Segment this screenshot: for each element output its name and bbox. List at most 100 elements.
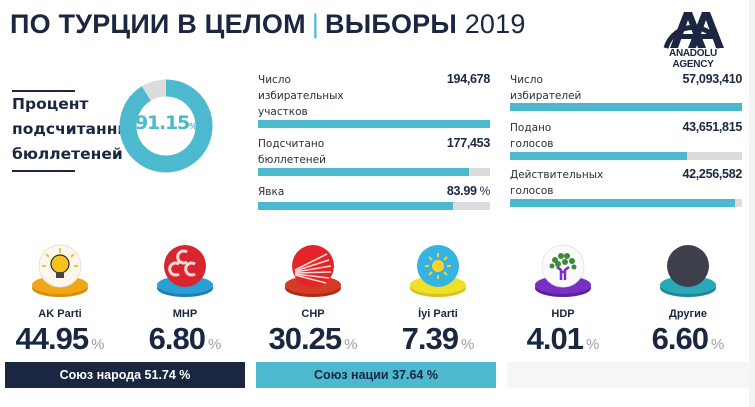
progress-bar-fill	[258, 168, 470, 176]
progress-bar-fill	[510, 103, 742, 111]
party-name: AK Parti	[38, 308, 82, 320]
stat-value-text: 43,651,815	[682, 120, 742, 134]
stat-value: 83.99%	[447, 184, 490, 198]
aa-logo-icon	[663, 12, 724, 49]
page-title: ПО ТУРЦИИ В ЦЕЛОМ | ВЫБОРЫ 2019	[10, 9, 526, 40]
stat-label-line: избирателей	[510, 90, 582, 102]
tree-icon	[535, 244, 591, 297]
label-bottom-rule	[12, 170, 75, 172]
dark-circle-icon	[660, 245, 716, 297]
stat-label: Явка	[258, 184, 284, 200]
stat-value: 194,678	[447, 72, 490, 86]
counted-donut-chart	[119, 79, 213, 173]
party-chp: CHP 30.25%	[253, 240, 373, 357]
stat-label-line: Число	[510, 74, 543, 86]
stat-label-line: голосов	[510, 138, 554, 150]
stat-label-line: Явка	[258, 186, 285, 198]
progress-bar-fill	[510, 152, 688, 160]
percent-value: 7.39	[401, 321, 459, 356]
title-separator: |	[311, 9, 320, 39]
stat-label-line: участков	[258, 106, 308, 118]
stat-label-line: бюллетеней	[258, 154, 326, 166]
title-sub: ВЫБОРЫ	[325, 9, 458, 39]
stat-label-line: Подсчитано	[258, 138, 325, 150]
stat-value-text: 177,453	[446, 136, 490, 150]
progress-bar	[258, 120, 490, 128]
stat-turnout: Явка 83.99%	[258, 184, 490, 212]
percent-unit: %	[711, 336, 725, 353]
counted-label: Процент подсчитанны бюллетеней	[12, 92, 131, 167]
party-name: CHP	[301, 308, 325, 320]
stat-value: 177,453	[447, 136, 490, 150]
stat-label: Действительных голосов	[510, 167, 603, 199]
party-percent: 6.60%	[628, 321, 748, 357]
counted-unit: %	[189, 122, 198, 131]
stat-ballots-counted: Подсчитано бюллетеней 177,453	[258, 136, 490, 180]
stat-value-text: 57,093,410	[682, 72, 742, 86]
stat-label-line: Подано	[510, 122, 552, 134]
stat-registered-voters: Число избирателей 57,093,410	[510, 72, 742, 116]
stat-value-text: 194,678	[446, 72, 490, 86]
stat-valid-votes: Действительных голосов 42,256,582	[510, 167, 742, 211]
label-top-rule	[12, 90, 75, 92]
counted-label-line: бюллетеней	[12, 145, 123, 163]
progress-bar	[510, 199, 742, 207]
party-ak-parti: AK Parti 44.95%	[0, 240, 120, 357]
stat-label: Число избирателей	[510, 72, 581, 104]
percent-value: 44.95	[15, 321, 90, 356]
alliance-empty-banner	[507, 362, 749, 388]
progress-bar-fill	[258, 202, 453, 210]
three-crescents-icon	[157, 245, 213, 297]
percent-value: 6.80	[148, 321, 206, 356]
counted-percent-value: 91.15%	[118, 112, 214, 134]
party-name: MHP	[172, 308, 198, 320]
stat-label-line: Действительных	[510, 169, 604, 181]
party-percent: 44.95%	[0, 321, 120, 357]
alliance-nation-banner: Союз нации 37.64 %	[256, 362, 496, 388]
progress-bar	[258, 168, 490, 176]
party-iyi-parti: İyi Parti 7.39%	[378, 240, 498, 357]
progress-bar	[510, 103, 742, 111]
party-percent: 7.39%	[378, 321, 498, 357]
party-name: İyi Parti	[418, 308, 458, 320]
stat-value: 42,256,582	[682, 167, 742, 181]
progress-bar-fill	[510, 199, 735, 207]
party-hdp: HDP 4.01%	[503, 240, 623, 357]
percent-unit: %	[586, 336, 600, 353]
progress-bar-fill	[258, 120, 490, 128]
stat-label: Подсчитано бюллетеней	[258, 136, 326, 168]
percent-unit: %	[208, 336, 222, 353]
party-name: Другие	[669, 308, 707, 320]
stat-label-line: голосов	[510, 185, 554, 197]
alliance-people-banner: Союз народа 51.74 %	[5, 362, 245, 388]
percent-unit: %	[344, 336, 358, 353]
percent-value: 30.25	[268, 321, 343, 356]
counted-value: 91.15	[134, 112, 190, 134]
six-arrows-icon	[285, 245, 341, 297]
party-mhp: MHP 6.80%	[125, 240, 245, 357]
progress-bar	[510, 152, 742, 160]
stat-value: 57,093,410	[682, 72, 742, 86]
sun-icon	[410, 245, 466, 297]
counted-label-line: Процент	[12, 95, 89, 113]
stat-label: Подано голосов	[510, 120, 553, 152]
percent-unit: %	[461, 336, 475, 353]
party-percent: 4.01%	[503, 321, 623, 357]
party-percent: 30.25%	[253, 321, 373, 357]
lightbulb-icon	[32, 244, 88, 297]
party-others: Другие 6.60%	[628, 240, 748, 357]
logo-text: ANADOLU AGENCY	[669, 48, 717, 70]
stat-votes-cast: Подано голосов 43,651,815	[510, 120, 742, 164]
stat-label: Число избирательных участков	[258, 72, 344, 120]
right-border	[749, 0, 755, 407]
title-main: ПО ТУРЦИИ В ЦЕЛОМ	[10, 9, 306, 39]
stat-value-text: 42,256,582	[682, 167, 742, 181]
percent-value: 6.60	[651, 321, 709, 356]
stat-value-text: %	[479, 184, 491, 198]
counted-label-line: подсчитанны	[12, 120, 132, 138]
progress-bar	[258, 202, 490, 210]
percent-value: 4.01	[526, 321, 584, 356]
party-percent: 6.80%	[125, 321, 245, 357]
party-name: HDP	[551, 308, 575, 320]
